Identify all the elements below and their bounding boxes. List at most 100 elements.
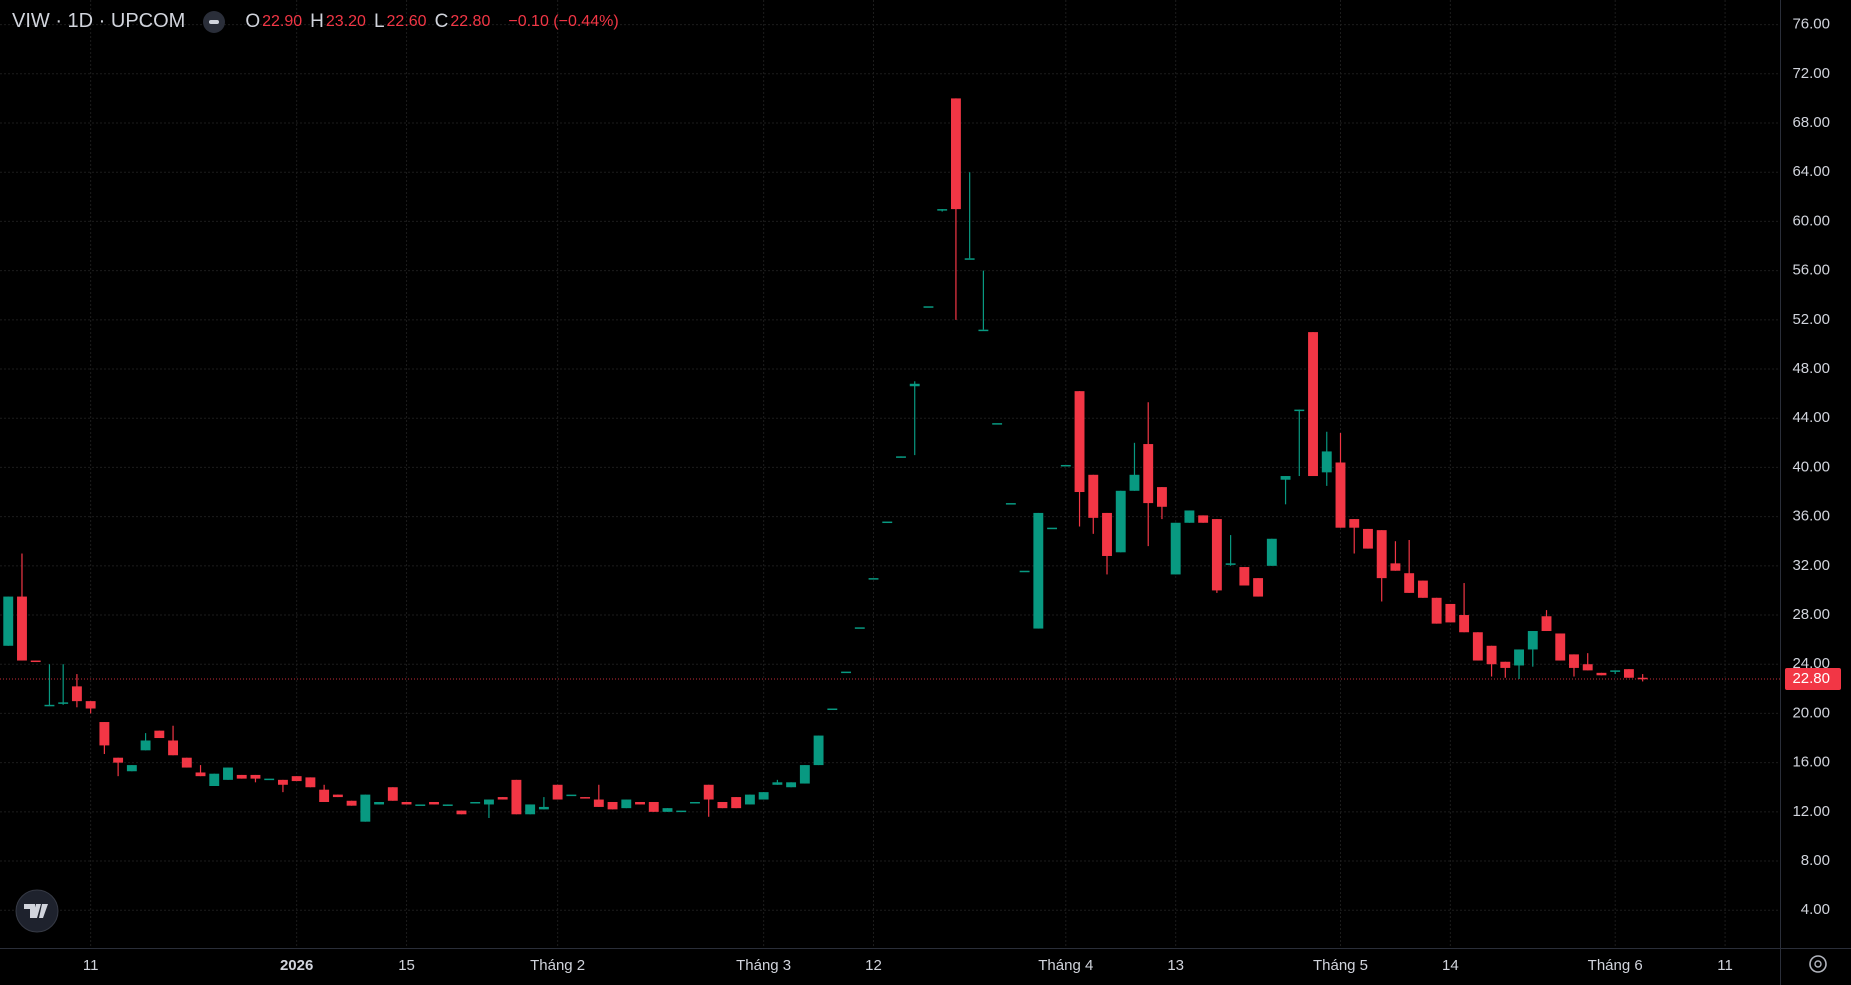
legend-value: 22.90 [262,12,303,30]
candle-body [442,804,453,806]
candle-body [1129,474,1140,491]
candle-body [538,806,549,810]
candle-body [484,799,494,805]
symbol-header: VIW · 1D · UPCOM O 22.90 H 23.20 L 22.60 C 22.8… [12,10,619,33]
y-tick-label: 52.00 [1792,311,1830,328]
candle-body [236,774,247,779]
candle-body [1623,669,1634,678]
legend-value: 22.80 [450,12,491,30]
candle-body [1253,578,1264,597]
candle-body [374,801,385,805]
axes: 4.00 8.00 12.00 16.00 20.00 24.00 28.00 32.00 36… [83,16,1841,974]
last-price-label: 22.80 [1792,670,1830,687]
x-tick-label: 12 [865,957,882,974]
candle-body [813,735,824,766]
legend-label: L [373,10,385,32]
candle-body [17,596,27,661]
candle-body [1582,664,1593,671]
candle-body [140,740,151,751]
candle-body [978,329,989,332]
candle-body [1596,672,1607,676]
candle-body [744,794,755,805]
candle-body [937,209,948,211]
candle-body [387,787,398,801]
ohlc-legend: O 22.90 H 23.20 L 22.60 C 22.80 [245,11,496,33]
settings-icon[interactable] [1809,955,1827,973]
candle-body [1500,661,1511,668]
candle-body [497,797,508,800]
candle-body [1555,633,1566,661]
candle-body [1239,567,1250,586]
candle-body [470,801,481,804]
collapse-button[interactable] [203,10,226,33]
y-tick-label: 76.00 [1792,16,1830,33]
candle-body [841,671,851,674]
candle-body [360,794,371,822]
settings-button[interactable] [1809,955,1827,973]
candle-body [1143,444,1154,504]
candle-body [1472,632,1483,661]
candle-body [525,804,536,815]
candle-body [1019,570,1030,573]
grid [0,0,1780,948]
candle-body [126,765,137,772]
y-tick-label: 8.00 [1801,852,1830,869]
y-tick-label: 64.00 [1792,163,1830,180]
candle-body [346,800,357,806]
candle-body [635,801,645,805]
candle-body [1211,519,1222,591]
legend-label: H [310,10,324,32]
candle-body [1280,476,1291,480]
candle-body [566,794,577,797]
candle-body [195,772,206,777]
candle-body [1376,530,1387,579]
candle-body [1225,563,1236,565]
candle-body [305,777,316,788]
candle-body [580,797,591,799]
candle-body [1157,487,1167,507]
y-tick-label: 36.00 [1792,508,1830,525]
x-tick-label: 15 [398,957,415,974]
candle-body [648,801,659,812]
x-tick-label: 11 [83,957,99,974]
candle-body [1005,503,1016,505]
legend-value: 23.20 [325,12,366,30]
symbol-title[interactable]: VIW · 1D · UPCOM [12,10,186,32]
candle-body [209,773,220,787]
candle-body [1459,615,1470,633]
candle-body [1335,462,1346,528]
x-tick-label: Tháng 5 [1313,957,1368,974]
candle-body [1170,522,1181,575]
x-tick-label: Tháng 2 [530,957,585,974]
candle-body [332,794,343,798]
x-tick-label: 11 [1717,957,1733,974]
candle-body [1321,451,1332,473]
x-tick-label: Tháng 3 [736,957,791,974]
tradingview-logo[interactable] [15,889,59,933]
y-tick-label: 68.00 [1792,114,1830,131]
candle-body [1088,474,1099,518]
y-tick-label: 28.00 [1792,606,1830,623]
candle-body [223,767,233,780]
candle-body [401,801,412,805]
candle-body [1404,573,1415,593]
candle-body [154,730,165,739]
y-tick-label: 4.00 [1801,901,1830,918]
x-tick-label: 2026 [280,957,313,974]
candle-body [319,789,330,802]
candle-body [799,765,810,784]
candle-body [456,810,467,815]
y-tick-label: 20.00 [1792,704,1830,721]
candle-body [676,810,687,813]
x-tick-label: Tháng 6 [1588,957,1643,974]
candle-body [1198,515,1209,523]
y-tick-label: 60.00 [1792,212,1830,229]
candle-body [690,801,700,804]
candle-body [1294,409,1305,412]
candle-body [1417,580,1428,598]
candle-body [1115,490,1126,553]
candle-body [621,799,632,809]
change: −0.10 (−0.44%) [508,12,619,30]
